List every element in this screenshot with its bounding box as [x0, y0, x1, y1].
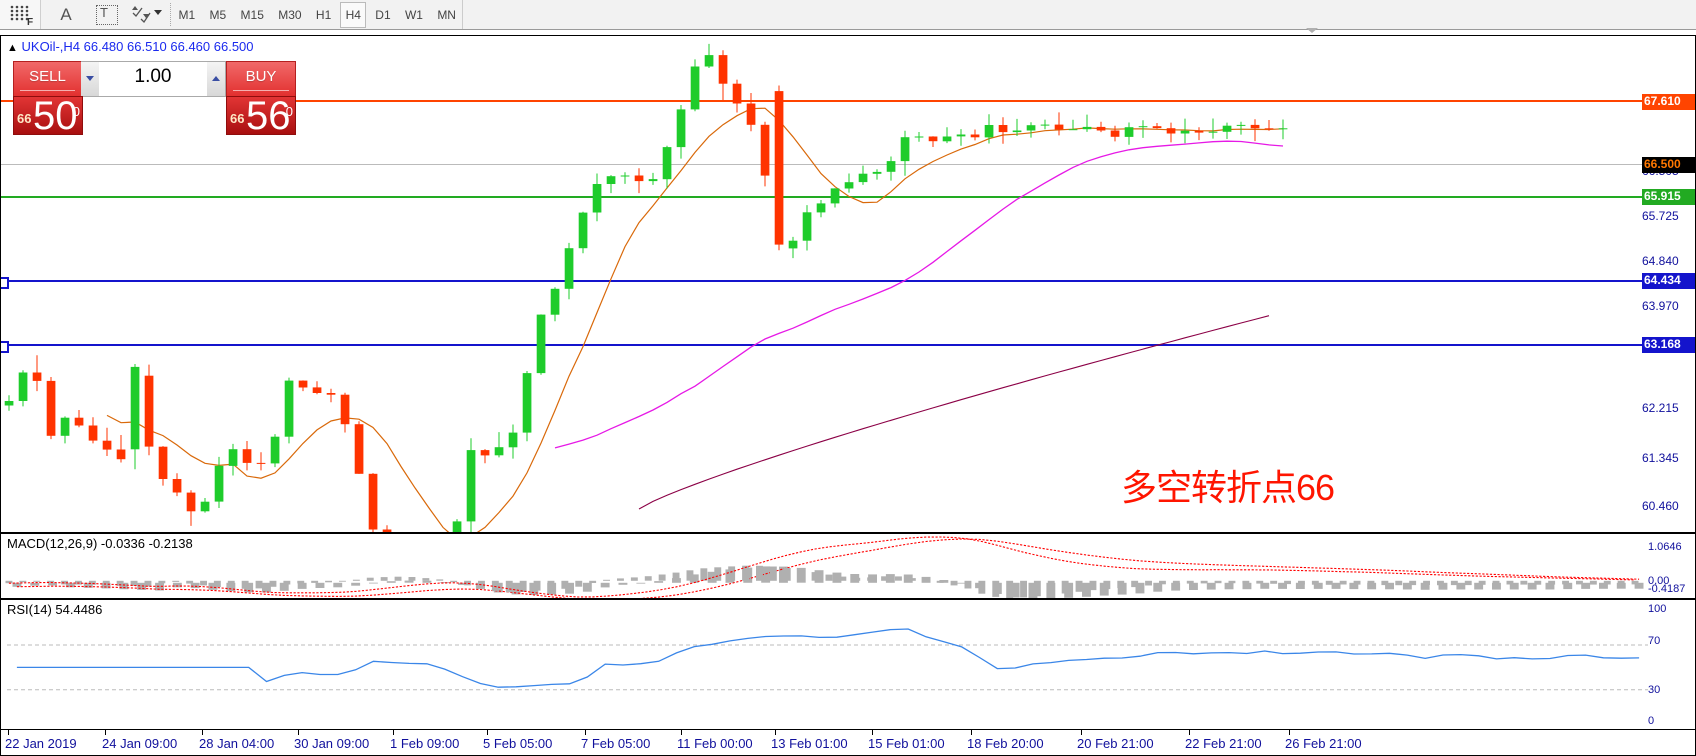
svg-text:F: F — [27, 17, 33, 28]
